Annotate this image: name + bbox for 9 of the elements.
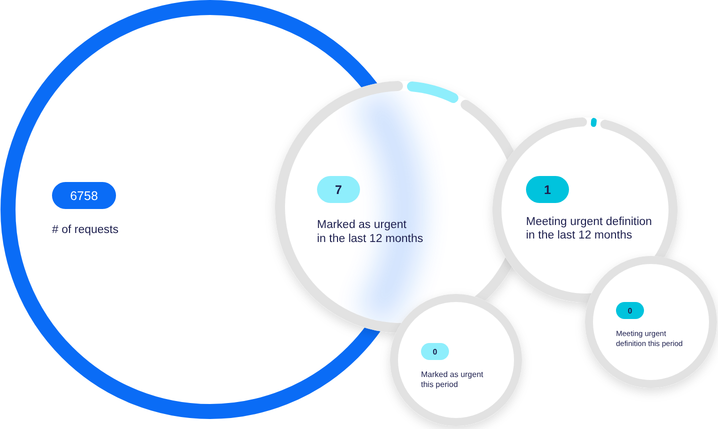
category-label: # of requests <box>52 224 119 236</box>
category-label: Marked as urgent in the last 12 months <box>317 219 424 245</box>
data-label: 6758 <box>70 189 98 203</box>
category-label: Meeting urgent definition in the last 12 months <box>526 216 652 242</box>
data-label: 0 <box>628 306 633 316</box>
data-label: 0 <box>432 347 438 356</box>
category-label: Marked as urgent this period <box>421 370 484 389</box>
data-label: 7 <box>335 183 342 197</box>
data-label: 1 <box>544 183 552 197</box>
